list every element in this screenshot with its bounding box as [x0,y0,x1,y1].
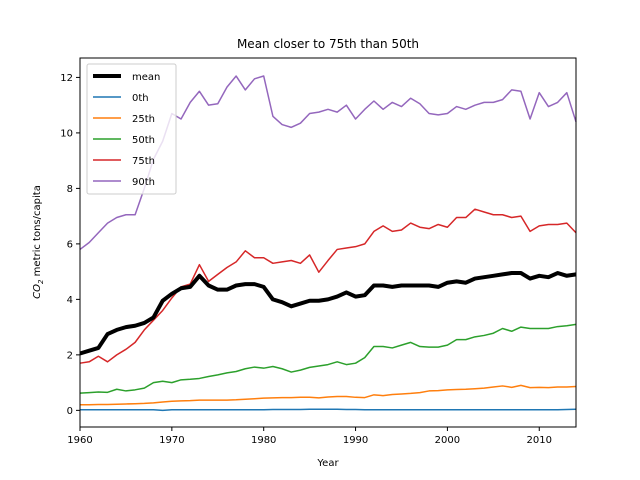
y-tick-label: 6 [67,239,73,250]
series-layer [79,75,577,412]
y-axis-label: CO2 metric tons/capita [32,185,45,299]
y-axis-label-subscript: 2 [37,279,45,284]
x-tick-label: 2000 [435,435,460,446]
chart-title: Mean closer to 75th than 50th [237,37,419,51]
legend-label-mean: mean [132,72,160,83]
series-line-50th [79,323,577,394]
series-line-mean [79,271,577,356]
series-line-0th [80,408,577,412]
legend-label-0th: 0th [132,93,149,104]
x-tick-label: 1960 [67,435,92,446]
x-tick-label: 1990 [343,435,368,446]
series-line-75th [79,208,577,364]
legend-label-90th: 90th [132,177,155,188]
legend-label-50th: 50th [132,135,155,146]
y-tick-label: 2 [67,350,73,361]
x-tick-label: 2010 [527,435,552,446]
legend-label-25th: 25th [132,114,155,125]
y-axis: 0 2 4 6 8 10 12 [60,73,80,417]
y-tick-label: 12 [60,73,73,84]
series-line-25th [80,384,577,406]
legend-label-75th: 75th [132,156,155,167]
plot-frame [79,57,577,428]
y-tick-label: 8 [67,184,73,195]
y-tick-label: 10 [60,128,73,139]
x-axis-label: Year [316,458,339,469]
x-tick-label: 1970 [159,435,184,446]
y-tick-label: 0 [67,406,73,417]
x-axis: 1960 1970 1980 1990 2000 2010 [67,427,552,446]
y-axis-label-main: CO [32,284,43,299]
y-tick-label: 4 [67,295,73,306]
legend: mean 0th 25th 50th 75th 90th [86,63,177,195]
x-tick-label: 1980 [251,435,276,446]
legend-box [86,63,177,195]
y-axis-label-rest: metric tons/capita [32,185,43,279]
